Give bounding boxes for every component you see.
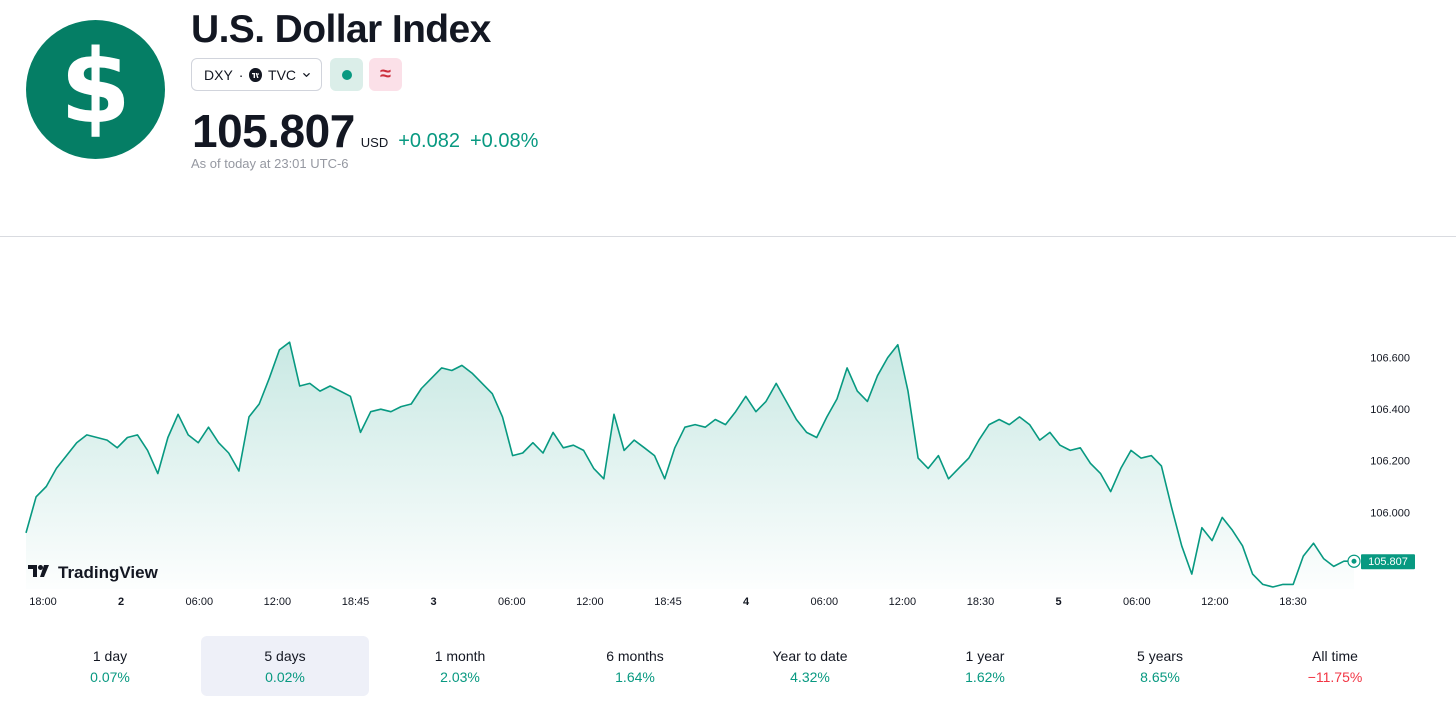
currency-label: USD [360, 135, 389, 150]
market-status-button[interactable] [330, 58, 363, 91]
period-tab-1-day[interactable]: 1 day 0.07% [26, 636, 194, 696]
x-tick-label: 12:00 [889, 596, 917, 608]
x-tick-label: 18:45 [342, 596, 370, 608]
x-tick-label: 3 [431, 596, 437, 608]
period-tab-5-days[interactable]: 5 days 0.02% [201, 636, 369, 696]
period-tab-1-month[interactable]: 1 month 2.03% [376, 636, 544, 696]
period-label: 5 days [264, 647, 306, 664]
x-tick-label: 18:30 [967, 596, 995, 608]
last-price-dot [1351, 558, 1357, 564]
x-tick-label: 06:00 [1123, 596, 1151, 608]
symbol-selector[interactable]: DXY · TVC [191, 58, 322, 91]
dollar-sign-icon: $ [60, 27, 131, 147]
x-tick-label: 4 [743, 596, 750, 608]
x-tick-label: 12:00 [264, 596, 292, 608]
tradingview-icon [249, 67, 263, 82]
last-price: 105.807 [192, 105, 355, 157]
period-label: 1 day [92, 647, 128, 664]
symbol-logo: $ [26, 20, 165, 159]
tradingview-logo-icon [28, 565, 49, 577]
x-tick-label: 2 [118, 596, 124, 608]
y-tick-label: 106.400 [1370, 404, 1410, 416]
y-tick-label: 106.200 [1370, 456, 1410, 468]
x-tick-label: 18:00 [29, 596, 57, 608]
price-change: +0.082 [398, 130, 460, 152]
x-tick-label: 18:45 [654, 596, 682, 608]
price-line [25, 341, 1354, 588]
period-change-value: 4.32% [790, 668, 830, 685]
period-change-value: 8.65% [1140, 668, 1180, 685]
symbol-ticker: DXY [204, 66, 233, 83]
period-label: 5 years [1137, 647, 1183, 664]
price-area [26, 342, 1354, 589]
approx-icon: ≈ [380, 63, 391, 85]
as-of-timestamp: As of today at 23:01 UTC-6 [191, 156, 349, 171]
market-status-dot-icon [341, 69, 352, 80]
tradingview-wordmark: TradingView [58, 563, 159, 582]
period-label: 6 months [606, 647, 664, 664]
y-tick-label: 106.000 [1370, 507, 1410, 519]
period-tab-all-time[interactable]: All time −11.75% [1251, 636, 1419, 696]
period-tab-year-to-date[interactable]: Year to date 4.32% [726, 636, 894, 696]
period-change-value: 2.03% [440, 668, 480, 685]
x-tick-label: 18:30 [1279, 596, 1307, 608]
page-title: U.S. Dollar Index [191, 8, 491, 51]
price-change-percent: +0.08% [469, 130, 539, 152]
period-label: 1 year [965, 647, 1005, 664]
x-tick-label: 5 [1056, 596, 1062, 608]
tradingview-watermark[interactable]: TradingView [28, 563, 159, 582]
x-tick-label: 12:00 [1201, 596, 1229, 608]
period-change-value: 1.62% [965, 668, 1005, 685]
period-change-value: 0.07% [90, 668, 130, 685]
header-divider [0, 236, 1456, 237]
period-label: 1 month [434, 647, 486, 664]
period-change-value: −11.75% [1307, 668, 1363, 685]
x-tick-label: 06:00 [811, 596, 839, 608]
x-tick-label: 06:00 [186, 596, 214, 608]
period-tab-5-years[interactable]: 5 years 8.65% [1076, 636, 1244, 696]
period-tab-1-year[interactable]: 1 year 1.62% [901, 636, 1069, 696]
last-price-badge-label: 105.807 [1368, 556, 1408, 568]
y-tick-label: 106.600 [1370, 353, 1410, 365]
period-label: All time [1312, 647, 1358, 664]
x-tick-label: 12:00 [576, 596, 604, 608]
period-label: Year to date [772, 647, 848, 664]
last-price-badge [1361, 554, 1415, 570]
price-chart[interactable]: 106.600 106.400 106.200 106.000 18:00 2 06:00… [0, 237, 1456, 617]
exchange-label: TVC [268, 66, 297, 83]
delayed-data-button[interactable]: ≈ [369, 58, 402, 91]
period-change-value: 1.64% [615, 668, 655, 685]
symbol-separator: · [238, 66, 244, 83]
period-change-value: 0.02% [265, 668, 305, 685]
price-chart-svg[interactable]: 106.600 106.400 106.200 106.000 18:00 2 06:00… [0, 237, 1456, 617]
period-selector: 1 day 0.07% 5 days 0.02% 1 month 2.03% 6 month… [26, 636, 1426, 696]
price-row: 105.807 USD +0.082 +0.08% [192, 104, 538, 158]
x-tick-label: 06:00 [498, 596, 526, 608]
chevron-down-icon [303, 72, 310, 77]
period-tab-6-months[interactable]: 6 months 1.64% [551, 636, 719, 696]
